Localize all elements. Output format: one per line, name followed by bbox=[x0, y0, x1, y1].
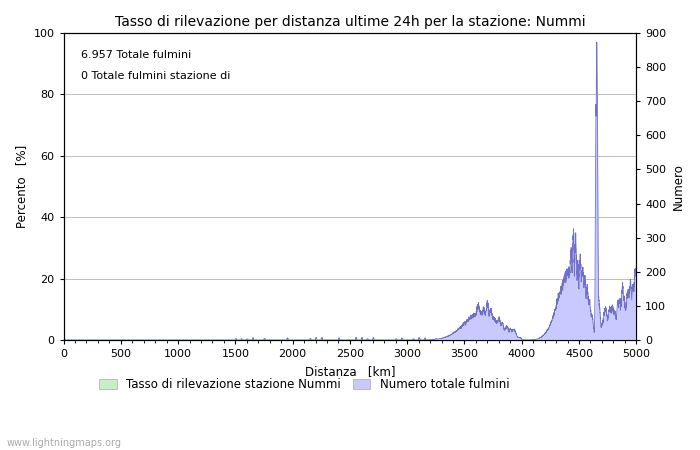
Legend: Tasso di rilevazione stazione Nummi, Numero totale fulmini: Tasso di rilevazione stazione Nummi, Num… bbox=[94, 373, 514, 396]
Text: 0 Totale fulmini stazione di: 0 Totale fulmini stazione di bbox=[80, 72, 230, 81]
Text: 6.957 Totale fulmini: 6.957 Totale fulmini bbox=[80, 50, 191, 60]
X-axis label: Distanza   [km]: Distanza [km] bbox=[304, 364, 395, 378]
Text: www.lightningmaps.org: www.lightningmaps.org bbox=[7, 438, 122, 448]
Y-axis label: Percento   [%]: Percento [%] bbox=[15, 145, 28, 228]
Y-axis label: Numero: Numero bbox=[672, 163, 685, 210]
Title: Tasso di rilevazione per distanza ultime 24h per la stazione: Nummi: Tasso di rilevazione per distanza ultime… bbox=[115, 15, 585, 29]
